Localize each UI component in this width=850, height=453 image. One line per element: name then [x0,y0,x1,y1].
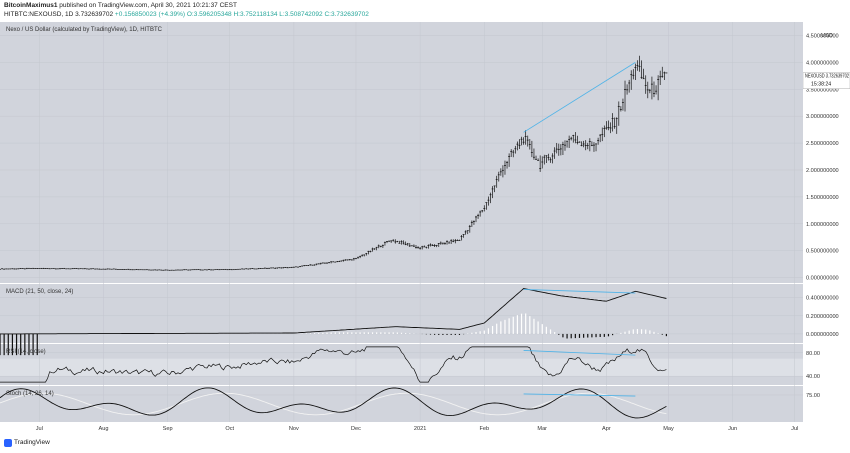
price-y-tick: 3.500000000 [806,87,839,93]
x-tick-label: Apr [602,426,611,432]
price-y-tick: 0.000000000 [806,276,839,282]
price-y-tick: 2.500000000 [806,141,839,147]
stoch-trendline [523,393,636,397]
pane-background-3 [0,386,803,422]
price-y-tick: 3.000000000 [806,114,839,120]
price-y-tick: 0.500000000 [806,249,839,255]
price-axis[interactable]: 4.500000000 4.000000000 3.500000000 3.00000… [803,22,850,435]
x-tick-label: Mar [537,426,547,432]
brand-label: TradingView [14,439,50,446]
chart-plot-area[interactable]: Jul Aug Sep Oct Nov Dec 2021 Feb Mar Apr May Jun Jul… [0,22,803,435]
price-pane-title: Nexo / US Dollar (calculated by TradingV… [6,27,163,33]
macd-pane-title: MACD (21, 50, close, 24) [6,289,73,295]
chart-header: BitcoinMaximus1 published on TradingView… [0,0,850,22]
x-tick-label: May [663,426,674,432]
stoch-line [0,387,667,419]
x-tick-label: Nov [289,426,299,432]
x-tick-label: Oct [225,426,234,432]
x-tick-label: 2021 [414,426,426,432]
x-tick-label: Jun [728,426,737,432]
publish-line: BitcoinMaximus1 published on TradingView… [4,2,237,9]
macd-y-tick: 0.000000000 [806,332,839,338]
macd-y-tick: 0.400000000 [806,296,839,302]
x-tick-label: Feb [479,426,489,432]
price-change: +0.156850023 (+4.39%) [114,11,186,18]
x-tick-label: Jul [36,426,43,432]
price-trendline [523,62,636,133]
y-unit-label: USD [821,33,833,39]
author-name[interactable]: BitcoinMaximus1 [4,2,58,9]
last-price-badge [803,72,850,89]
macd-y-tick: 0.200000000 [806,314,839,320]
publish-info: published on TradingView.com, April 30, … [59,2,237,9]
price-y-tick: 4.000000000 [806,60,839,66]
pane-background-0 [0,22,803,283]
rsi-pane-title: RSI (14, close) [6,349,46,355]
rsi-trendline [523,350,636,356]
x-tick-label: Sep [163,426,173,432]
price-y-tick: 1.500000000 [806,195,839,201]
price-y-tick: 1.000000000 [806,222,839,228]
rsi-y-tick: 80.00 [806,351,820,357]
x-tick-label: Dec [351,426,361,432]
chart-footer: TradingView [0,435,850,453]
symbol-info: HITBTC:NEXOUSD, 1D 3.732639702 [4,11,114,18]
x-tick-label: Aug [99,426,109,432]
last-price-label: NEXOUSD 3.732639702 [805,74,849,80]
rsi-y-tick: 40.00 [806,374,820,380]
macd-trendline [523,289,636,294]
ohlc-values: O:3.596205348 H:3.752118134 L:3.50874209… [186,11,369,18]
stoch-y-tick: 75.00 [806,393,820,399]
rsi-line [0,346,667,383]
rsi-band [0,358,803,377]
symbol-line: HITBTC:NEXOUSD, 1D 3.732639702 +0.156850… [4,11,369,18]
x-tick-label: Jul [791,426,798,432]
countdown-label: 15:38:24 [811,82,831,88]
macd-line [0,288,667,335]
price-y-tick: 4.500000000 [806,33,839,39]
tradingview-logo-icon [4,439,12,447]
price-y-tick: 2.000000000 [806,168,839,174]
stoch-pane-title: Stoch (14, 26, 14) [6,391,54,397]
